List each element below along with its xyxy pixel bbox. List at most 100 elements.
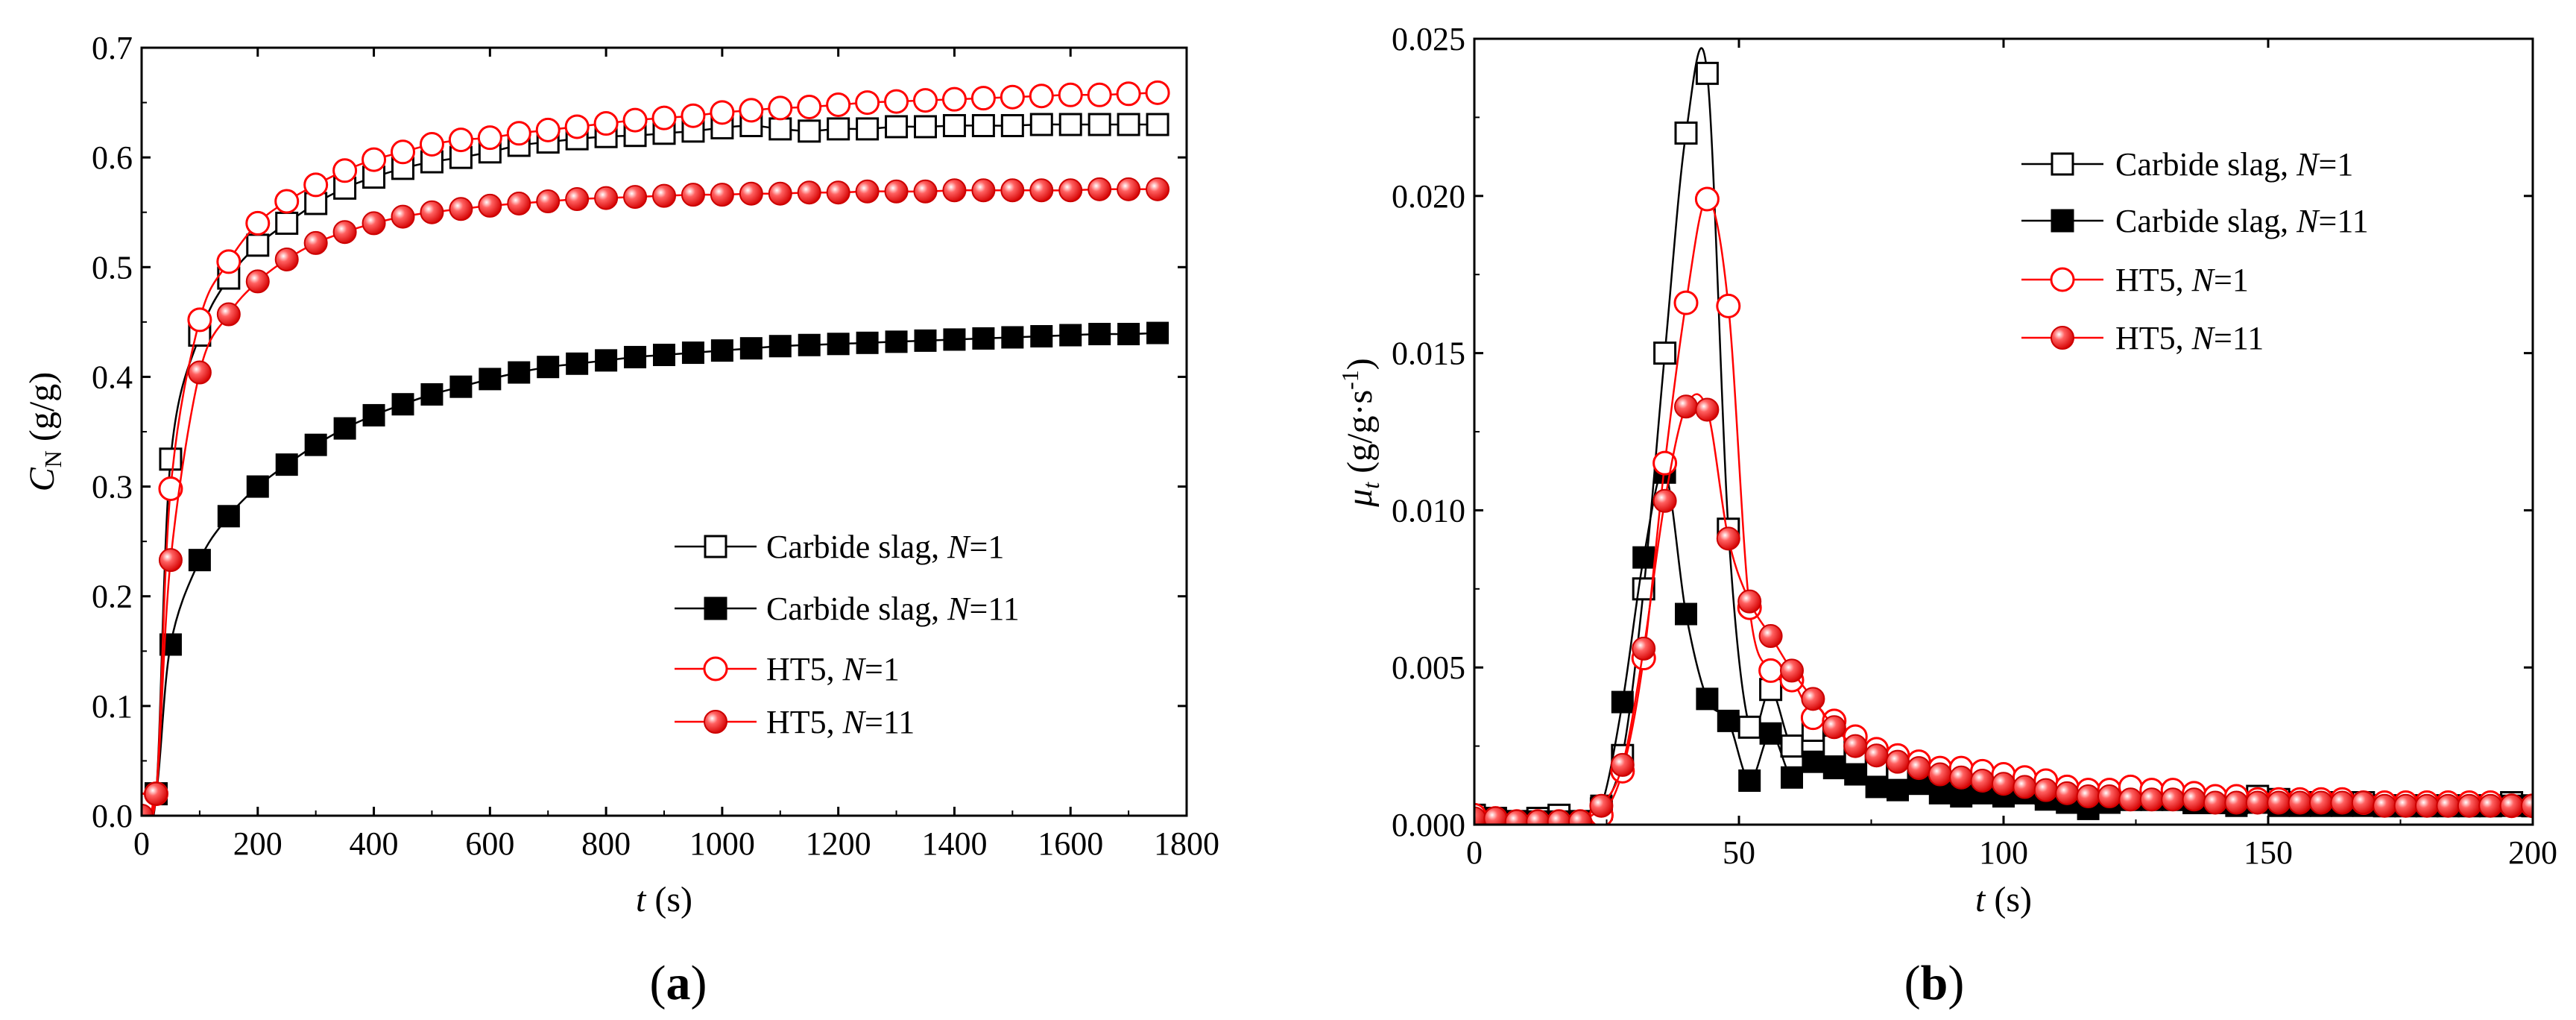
data-point	[2521, 793, 2533, 818]
chart-panel-a: 0 200 400 600 800 1000 1200 1400 1600 1800 0.0 0.1 0…	[22, 30, 1219, 1010]
data-point	[942, 113, 966, 137]
legend-label: HT5, N=1	[766, 651, 900, 687]
legend-text-part: HT5,	[2115, 320, 2192, 356]
data-point	[595, 349, 618, 372]
legend-b: Carbide slag, N=1 Carbide slag, N=11 HT5…	[2021, 146, 2369, 356]
data-point	[1087, 177, 1112, 201]
data-point	[827, 333, 850, 356]
data-point	[768, 117, 792, 141]
legend-label: Carbide slag, N=1	[2115, 146, 2353, 183]
data-point	[478, 193, 502, 218]
data-point	[651, 105, 677, 130]
data-point	[710, 339, 733, 362]
data-point	[914, 115, 937, 139]
data-point	[1058, 82, 1083, 107]
data-point	[362, 211, 386, 236]
data-point	[768, 95, 793, 121]
data-point	[304, 433, 327, 456]
data-point	[419, 131, 444, 157]
data-point	[391, 139, 415, 165]
legend-label: Carbide slag, N=11	[2115, 203, 2369, 239]
data-point	[1547, 809, 1571, 825]
legend-marker	[704, 710, 727, 734]
data-point	[826, 180, 850, 205]
chart-panel-b: 0 50 100 150 200 0.000 0.005 0.010 0.015 0.020 0.0…	[1336, 21, 2557, 1010]
data-point	[739, 181, 763, 206]
data-point	[333, 417, 356, 440]
legend-text-part: HT5,	[2115, 262, 2192, 298]
x-tick-label: 200	[2508, 834, 2557, 871]
legend-var: N	[2296, 146, 2320, 183]
data-point	[1673, 290, 1699, 315]
data-point	[1992, 772, 2015, 796]
panel-label-letter: b	[1921, 956, 1948, 1010]
legend-value: =11	[2319, 203, 2369, 239]
x-tick-label: 1600	[1038, 825, 1103, 862]
y-axis-label: μt (g/g·s-1)	[1336, 358, 1384, 508]
y-tick-label: 0.015	[1392, 336, 1465, 372]
legend-value: =1	[2319, 146, 2354, 183]
y-tick-label: 0.1	[92, 688, 133, 725]
data-point	[1907, 756, 1931, 781]
legend-item: Carbide slag, N=1	[2021, 146, 2353, 183]
panel-b-series-layer	[1474, 47, 2533, 825]
data-point	[914, 329, 937, 352]
data-point	[1759, 722, 1782, 745]
data-point	[1716, 526, 1740, 551]
x-tick-label: 0	[133, 825, 150, 862]
x-tick-label: 200	[233, 825, 282, 862]
data-point	[2309, 790, 2333, 815]
data-point	[1059, 324, 1082, 347]
data-point	[565, 187, 590, 212]
legend-label: HT5, N=11	[766, 704, 915, 740]
data-point	[1802, 750, 1825, 773]
data-point	[303, 172, 329, 198]
y-axis-var: μ	[1340, 489, 1380, 508]
data-point	[1568, 809, 1592, 825]
data-point	[1058, 178, 1083, 203]
data-point	[798, 333, 821, 356]
x-tick-label: 1800	[1154, 825, 1219, 862]
data-point	[970, 86, 996, 111]
data-point	[187, 360, 212, 385]
data-point	[972, 327, 995, 350]
data-point	[855, 90, 880, 116]
x-tick-label: 1200	[806, 825, 871, 862]
data-point	[275, 211, 299, 235]
data-point	[2478, 793, 2503, 818]
data-point	[710, 100, 735, 125]
data-point	[913, 179, 938, 204]
data-point	[1717, 709, 1740, 732]
legend-label: Carbide slag, N=1	[766, 529, 1004, 565]
legend-item: Carbide slag, N=1	[675, 529, 1004, 565]
data-point	[391, 393, 414, 416]
y-tick-label: 0.020	[1392, 178, 1465, 215]
legend-item: HT5, N=11	[2021, 320, 2264, 356]
data-point	[2436, 793, 2460, 818]
legend-var: N	[842, 704, 867, 740]
panel-label-close: )	[691, 956, 707, 1010]
y-tick-label: 0.0	[92, 798, 133, 834]
data-point	[1632, 546, 1655, 569]
data-point	[275, 453, 298, 476]
data-point	[1117, 323, 1140, 346]
x-tick-label: 0	[1466, 834, 1483, 871]
legend-text-part: HT5,	[766, 651, 843, 687]
series-carbide-n1	[1474, 47, 2533, 825]
data-point	[1000, 178, 1025, 203]
data-point	[246, 233, 270, 257]
data-point	[710, 183, 734, 207]
data-point	[535, 117, 561, 142]
legend-marker	[703, 656, 728, 681]
legend-var: N	[2191, 262, 2216, 298]
y-tick-label: 0.3	[92, 469, 133, 506]
data-point	[536, 189, 561, 213]
data-point	[1029, 178, 1054, 203]
legend-text-part: HT5,	[766, 704, 843, 740]
data-point	[1029, 113, 1053, 136]
data-point	[1781, 766, 1803, 789]
y-axis-sub: N	[40, 450, 66, 468]
data-point	[681, 103, 706, 128]
legend-item: Carbide slag, N=11	[2021, 203, 2369, 239]
data-point	[1674, 394, 1698, 419]
